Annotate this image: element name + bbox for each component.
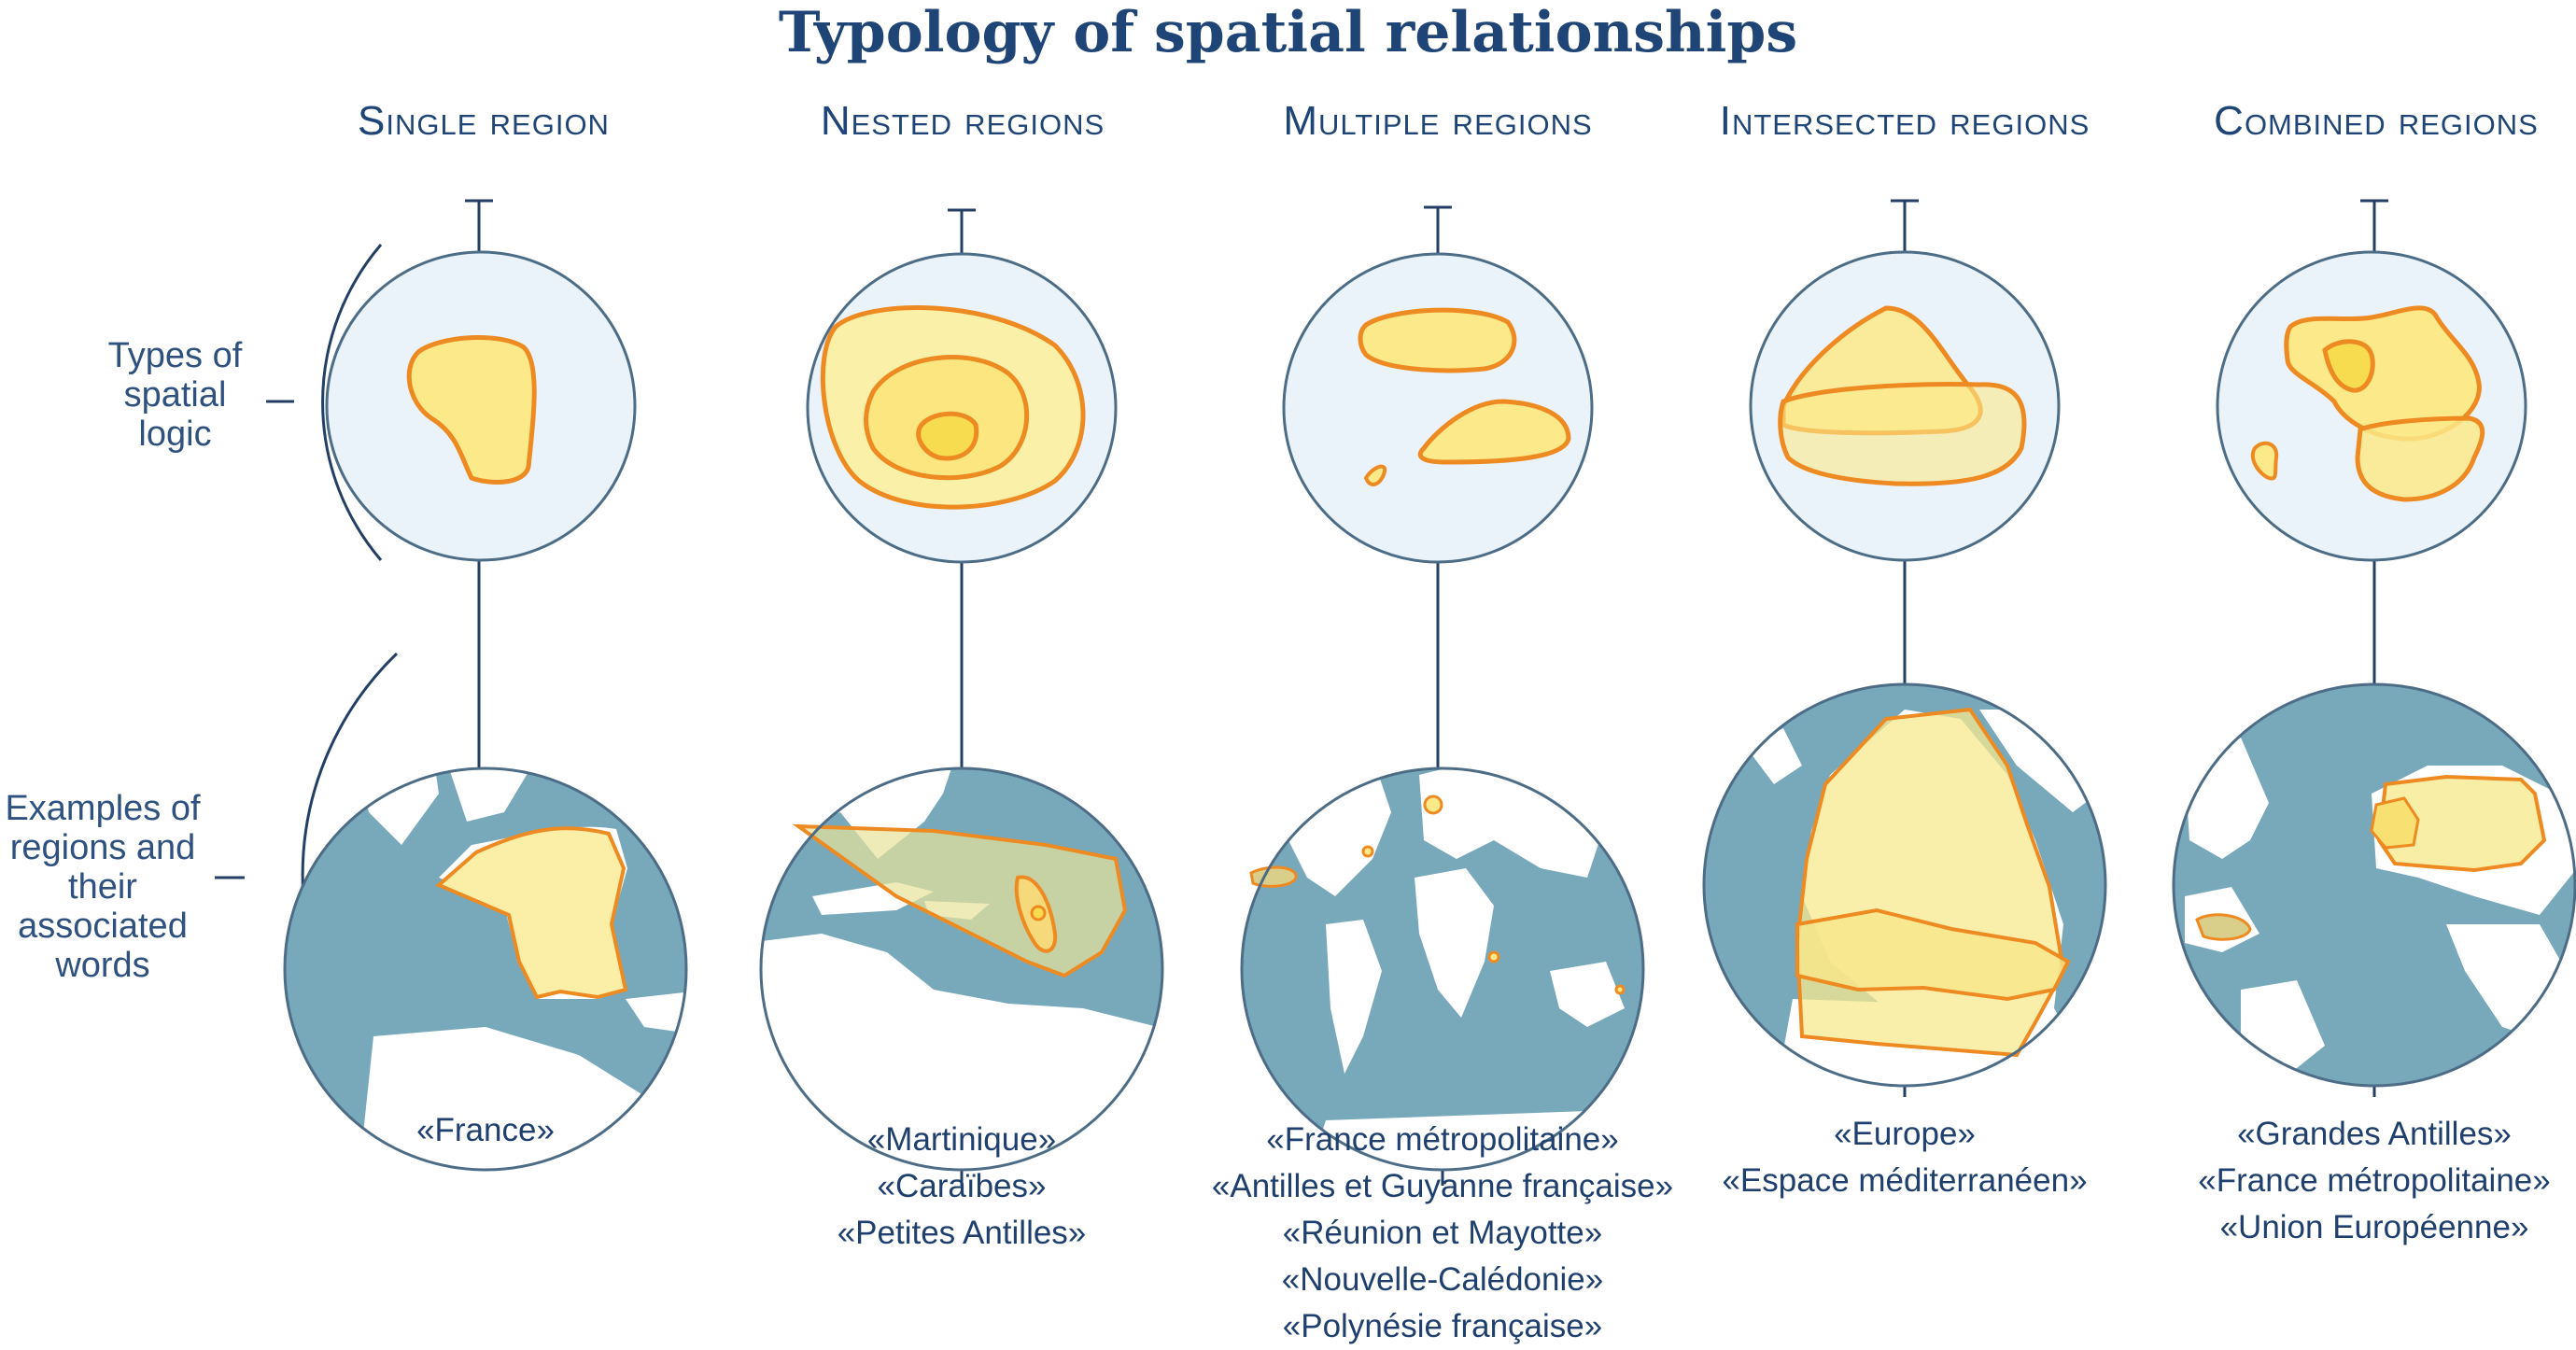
column-combined-regions [2172, 199, 2576, 1097]
caption-line: «Martinique» [866, 1121, 1057, 1158]
row-label-types: Types of spatial logic [107, 336, 243, 454]
caption-line: «Europe» [1834, 1116, 1976, 1152]
column-nested-regions [759, 208, 1164, 1186]
region-union-europeenne [2376, 774, 2547, 873]
caption-line: «France métropolitaine» [1266, 1121, 1619, 1158]
heading-combined-regions: Combined regions [2214, 98, 2539, 144]
column-multiple-regions [1240, 205, 1645, 1186]
region-france-metro [1423, 795, 1443, 815]
caption-line: «France» [416, 1112, 555, 1148]
column-intersected-regions [1702, 199, 2107, 1097]
caption-line: «Petites Antilles» [837, 1215, 1087, 1251]
column-single-region [283, 199, 688, 1172]
caption-line: «Nouvelle-Calédonie» [1281, 1261, 1604, 1298]
region-reunion-mayotte [1487, 950, 1500, 963]
region-grandes-antilles [2195, 913, 2252, 941]
caption-line: «Grandes Antilles» [2237, 1116, 2512, 1152]
region-single [406, 334, 537, 485]
region-france-metro-combined [2370, 796, 2420, 850]
caption-line: «Union Européenne» [2219, 1209, 2529, 1245]
heading-single-region: Single region [358, 98, 610, 144]
region-polynesie [1249, 865, 1298, 888]
caption-line: «Espace méditerranéen» [1722, 1162, 2088, 1199]
region-martinique [1030, 905, 1047, 921]
caption-line: «Caraïbes» [877, 1168, 1047, 1204]
heading-nested-regions: Nested regions [820, 98, 1105, 144]
caption-nested-regions: «Martinique» «Caraïbes» «Petites Antille… [719, 1117, 1204, 1257]
region-mediterraneen [1795, 907, 2071, 1002]
caption-multiple-regions: «France métropolitaine» «Antilles et Guy… [1200, 1117, 1685, 1350]
bracket-types [321, 244, 383, 561]
caption-single-region: «France» [243, 1107, 728, 1154]
region-antilles-guyane [1361, 845, 1374, 858]
region-nouvelle-caledonie [1614, 984, 1626, 995]
caption-line: «Antilles et Guyanne française» [1211, 1168, 1674, 1204]
heading-multiple-regions: Multiple regions [1283, 98, 1593, 144]
caption-intersected-regions: «Europe» «Espace méditerranéen» [1662, 1111, 2147, 1204]
caption-line: «France métropolitaine» [2198, 1162, 2551, 1199]
diagram-title: Typology of spatial relationships [778, 0, 1798, 65]
caption-combined-regions: «Grandes Antilles» «France métropolitain… [2132, 1111, 2576, 1251]
caption-line: «Réunion et Mayotte» [1282, 1215, 1603, 1251]
heading-intersected-regions: Intersected regions [1719, 98, 2090, 144]
caption-line: «Polynésie française» [1282, 1308, 1603, 1344]
row-label-examples: Examples of regions and their associated… [5, 789, 201, 985]
region-france [435, 826, 628, 1000]
